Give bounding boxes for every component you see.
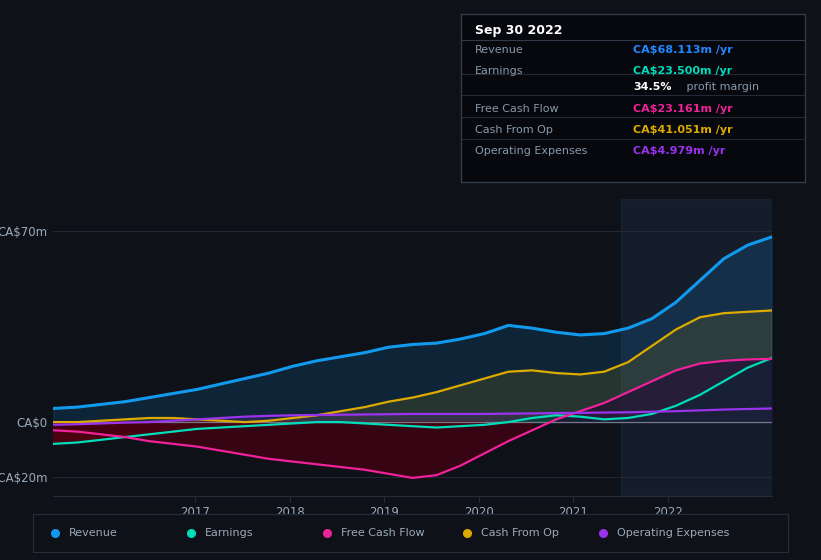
Text: Cash From Op: Cash From Op bbox=[475, 125, 553, 135]
Text: Operating Expenses: Operating Expenses bbox=[617, 528, 729, 538]
Text: CA$23.500m /yr: CA$23.500m /yr bbox=[633, 66, 732, 76]
Text: Earnings: Earnings bbox=[205, 528, 254, 538]
Text: Sep 30 2022: Sep 30 2022 bbox=[475, 24, 562, 37]
Text: CA$23.161m /yr: CA$23.161m /yr bbox=[633, 104, 732, 114]
Text: Free Cash Flow: Free Cash Flow bbox=[341, 528, 424, 538]
Text: profit margin: profit margin bbox=[683, 82, 759, 92]
Text: Revenue: Revenue bbox=[69, 528, 118, 538]
Text: Operating Expenses: Operating Expenses bbox=[475, 146, 588, 156]
Text: Revenue: Revenue bbox=[475, 45, 524, 55]
Text: CA$41.051m /yr: CA$41.051m /yr bbox=[633, 125, 732, 135]
Text: Free Cash Flow: Free Cash Flow bbox=[475, 104, 559, 114]
Text: CA$68.113m /yr: CA$68.113m /yr bbox=[633, 45, 732, 55]
Bar bbox=[621, 199, 772, 496]
Text: CA$4.979m /yr: CA$4.979m /yr bbox=[633, 146, 726, 156]
Text: Earnings: Earnings bbox=[475, 66, 524, 76]
Text: Cash From Op: Cash From Op bbox=[481, 528, 558, 538]
Text: 34.5%: 34.5% bbox=[633, 82, 672, 92]
